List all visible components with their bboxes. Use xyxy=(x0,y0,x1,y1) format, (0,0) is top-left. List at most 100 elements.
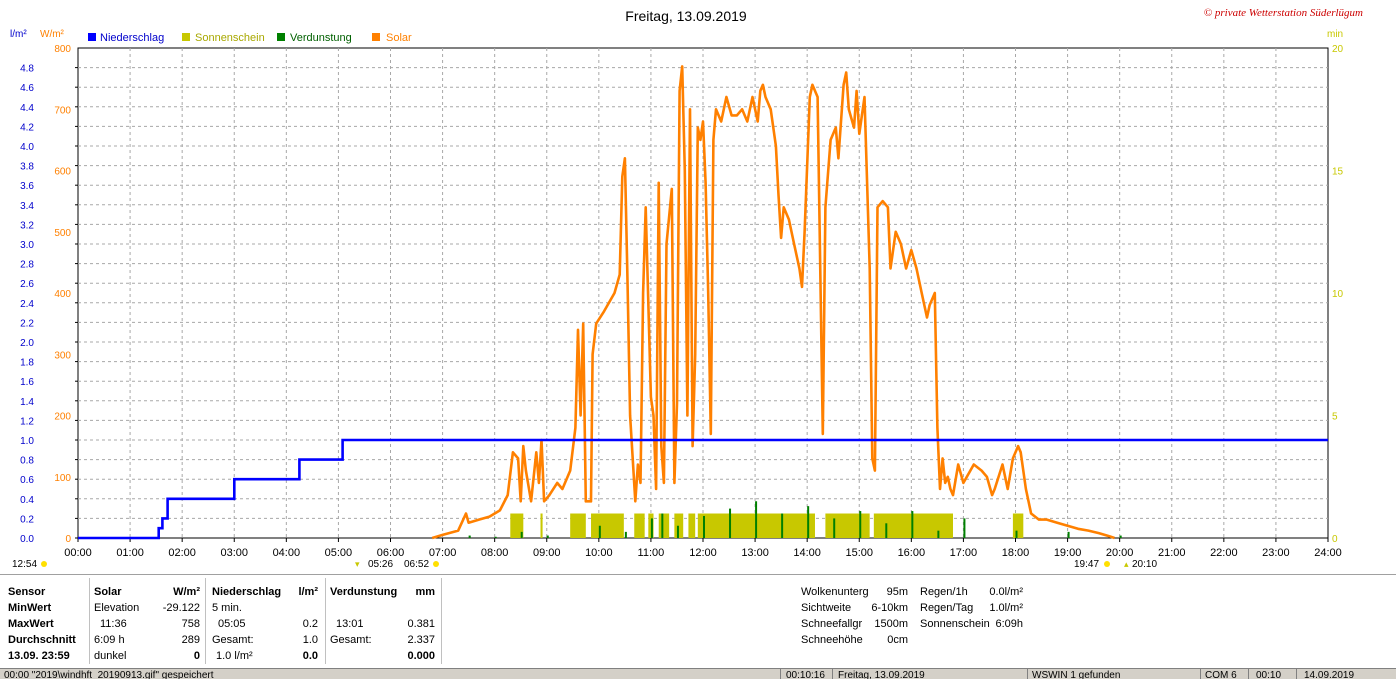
solar-row-min: Elevation -29.122 xyxy=(94,600,200,616)
evaporation-bar xyxy=(755,501,758,538)
separator xyxy=(325,578,326,664)
legend-label-precip: Niederschlag xyxy=(100,32,164,44)
maxwert-label: MaxWert xyxy=(8,618,54,630)
evaporation-bar xyxy=(807,506,810,538)
separator xyxy=(1296,669,1297,679)
evap-row-max: 13:01 0.381 xyxy=(330,616,435,632)
solar-now-value: 0 xyxy=(193,650,200,662)
x-tick-label: 18:00 xyxy=(1002,547,1030,559)
sunshine-bar xyxy=(591,513,624,538)
x-tick-label: 05:00 xyxy=(325,547,353,559)
solar-tick-label: 0 xyxy=(65,534,71,545)
evaporation-bar xyxy=(598,525,601,538)
precip-row-min: 5 min. xyxy=(212,600,318,616)
evaporation-bar xyxy=(624,531,627,538)
dawn-label: 06:52 xyxy=(404,559,429,570)
x-tick-label: 11:00 xyxy=(638,547,665,559)
solar-header-row: Solar W/m² xyxy=(94,584,200,600)
status-time: 00:10:16 xyxy=(786,670,825,679)
axes xyxy=(75,67,1329,542)
legend: Niederschlag Sonnenschein Verdunstung So… xyxy=(88,32,412,44)
x-tick-label: 23:00 xyxy=(1262,547,1290,559)
minutes-tick-label: 15 xyxy=(1332,167,1344,178)
precip-tick-label: 1.4 xyxy=(20,397,34,408)
x-tick-label: 20:00 xyxy=(1106,547,1134,559)
weather-chart: Freitag, 13.09.2019 © private Wetterstat… xyxy=(10,7,1363,570)
solar-unit: W/m² xyxy=(173,586,200,598)
sunshine-row: Sonnenschein 6:09h xyxy=(920,616,1023,632)
precip-tick-label: 3.4 xyxy=(20,201,34,212)
precip-tick-label: 3.8 xyxy=(20,162,34,173)
legend-label-evap: Verdunstung xyxy=(290,32,352,44)
solar-tick-label: 100 xyxy=(54,473,71,484)
rain-hour-value: 0.0l/m² xyxy=(989,586,1023,598)
evap-now-value: 0.000 xyxy=(407,650,435,662)
sunset-label: 20:10 xyxy=(1132,559,1157,570)
solar-avg-label: 6:09 h xyxy=(94,634,125,646)
solar-row-now: dunkel 0 xyxy=(94,648,200,664)
precip-tick-label: 3.0 xyxy=(20,240,34,251)
sunrise-symbol: ▾ xyxy=(355,560,360,570)
solar-header: Solar xyxy=(94,586,122,598)
chart-title: Freitag, 13.09.2019 xyxy=(625,8,747,24)
sunshine-bar xyxy=(648,513,654,538)
minwert-label: MinWert xyxy=(8,602,52,614)
solar-min-label: Elevation xyxy=(94,602,140,614)
separator xyxy=(1248,669,1249,679)
snowheight-row: Schneehöhe 0cm xyxy=(801,632,908,648)
precip-tick-label: 4.2 xyxy=(20,122,34,133)
precip-tick-label: 3.6 xyxy=(20,181,34,192)
x-tick-label: 01:00 xyxy=(116,547,144,559)
evap-header: Verdunstung xyxy=(330,586,398,598)
x-axis-labels: 00:00 01:00 02:00 03:00 04:00 05:00 06:00 07:00… xyxy=(64,547,1342,559)
precip-tick-label: 2.8 xyxy=(20,260,34,271)
evaporation-bars xyxy=(468,501,1122,538)
status-clock: 00:10 xyxy=(1256,670,1282,679)
precip-header-row: Niederschlag l/m² xyxy=(212,584,318,600)
status-bar: 00:00 "2019\windhft_20190913.gif" gespei… xyxy=(0,668,1396,679)
evaporation-bar xyxy=(520,531,523,538)
legend-swatch-sunshine xyxy=(182,33,190,41)
sunshine-bar xyxy=(634,513,645,538)
precip-total-label: Gesamt: xyxy=(212,634,254,646)
moon-dot xyxy=(41,561,47,567)
rain-day-label: Regen/Tag xyxy=(920,602,974,614)
precip-tick-label: 4.6 xyxy=(20,83,34,94)
precip-max-value: 0.2 xyxy=(302,618,318,630)
sensor-column: Sensor MinWert MaxWert Durchschnitt 13.0… xyxy=(8,584,88,664)
evaporation-bar xyxy=(833,518,836,538)
precip-row-max: 05:05 0.2 xyxy=(212,616,318,632)
legend-swatch-solar xyxy=(372,33,380,41)
precip-tick-label: 0.0 xyxy=(20,534,34,545)
sunset-symbol: ▴ xyxy=(1124,560,1129,570)
evaporation-bar xyxy=(859,511,862,538)
precip-unit: l/m² xyxy=(298,586,318,598)
sunrise-label: 05:26 xyxy=(368,559,393,570)
solar-tick-label: 600 xyxy=(54,167,71,178)
x-tick-label: 10:00 xyxy=(585,547,613,559)
minutes-tick-label: 20 xyxy=(1332,44,1344,55)
precip-tick-label: 4.8 xyxy=(20,64,34,75)
x-tick-label: 08:00 xyxy=(481,547,509,559)
evap-header-row: Verdunstung mm xyxy=(330,584,435,600)
precip-tick-label: 2.6 xyxy=(20,279,34,290)
precip-min-label: 5 min. xyxy=(212,602,242,614)
separator xyxy=(205,578,206,664)
minutes-tick-label: 5 xyxy=(1332,412,1338,423)
x-tick-label: 02:00 xyxy=(168,547,196,559)
cloud-value: 95m xyxy=(886,586,908,598)
x-tick-label: 24:00 xyxy=(1314,547,1342,559)
precip-tick-label: 2.2 xyxy=(20,318,34,329)
weather-column: Wolkenunterg 95m Sichtweite 6-10km Schneef… xyxy=(801,584,908,648)
evap-row-now: 0.000 xyxy=(330,648,435,664)
x-tick-label: 06:00 xyxy=(377,547,405,559)
precip-max-time: 05:05 xyxy=(218,618,246,630)
status-day: 14.09.2019 xyxy=(1304,670,1355,679)
x-tick-label: 22:00 xyxy=(1210,547,1238,559)
precip-tick-label: 0.8 xyxy=(20,456,34,467)
cloud-row: Wolkenunterg 95m xyxy=(801,584,908,600)
precip-tick-label: 4.0 xyxy=(20,142,34,153)
precip-now-value: 0.0 xyxy=(302,650,318,662)
sunshine-bar xyxy=(510,513,524,538)
precip-row-now: 1.0 l/m² 0.0 xyxy=(212,648,318,664)
